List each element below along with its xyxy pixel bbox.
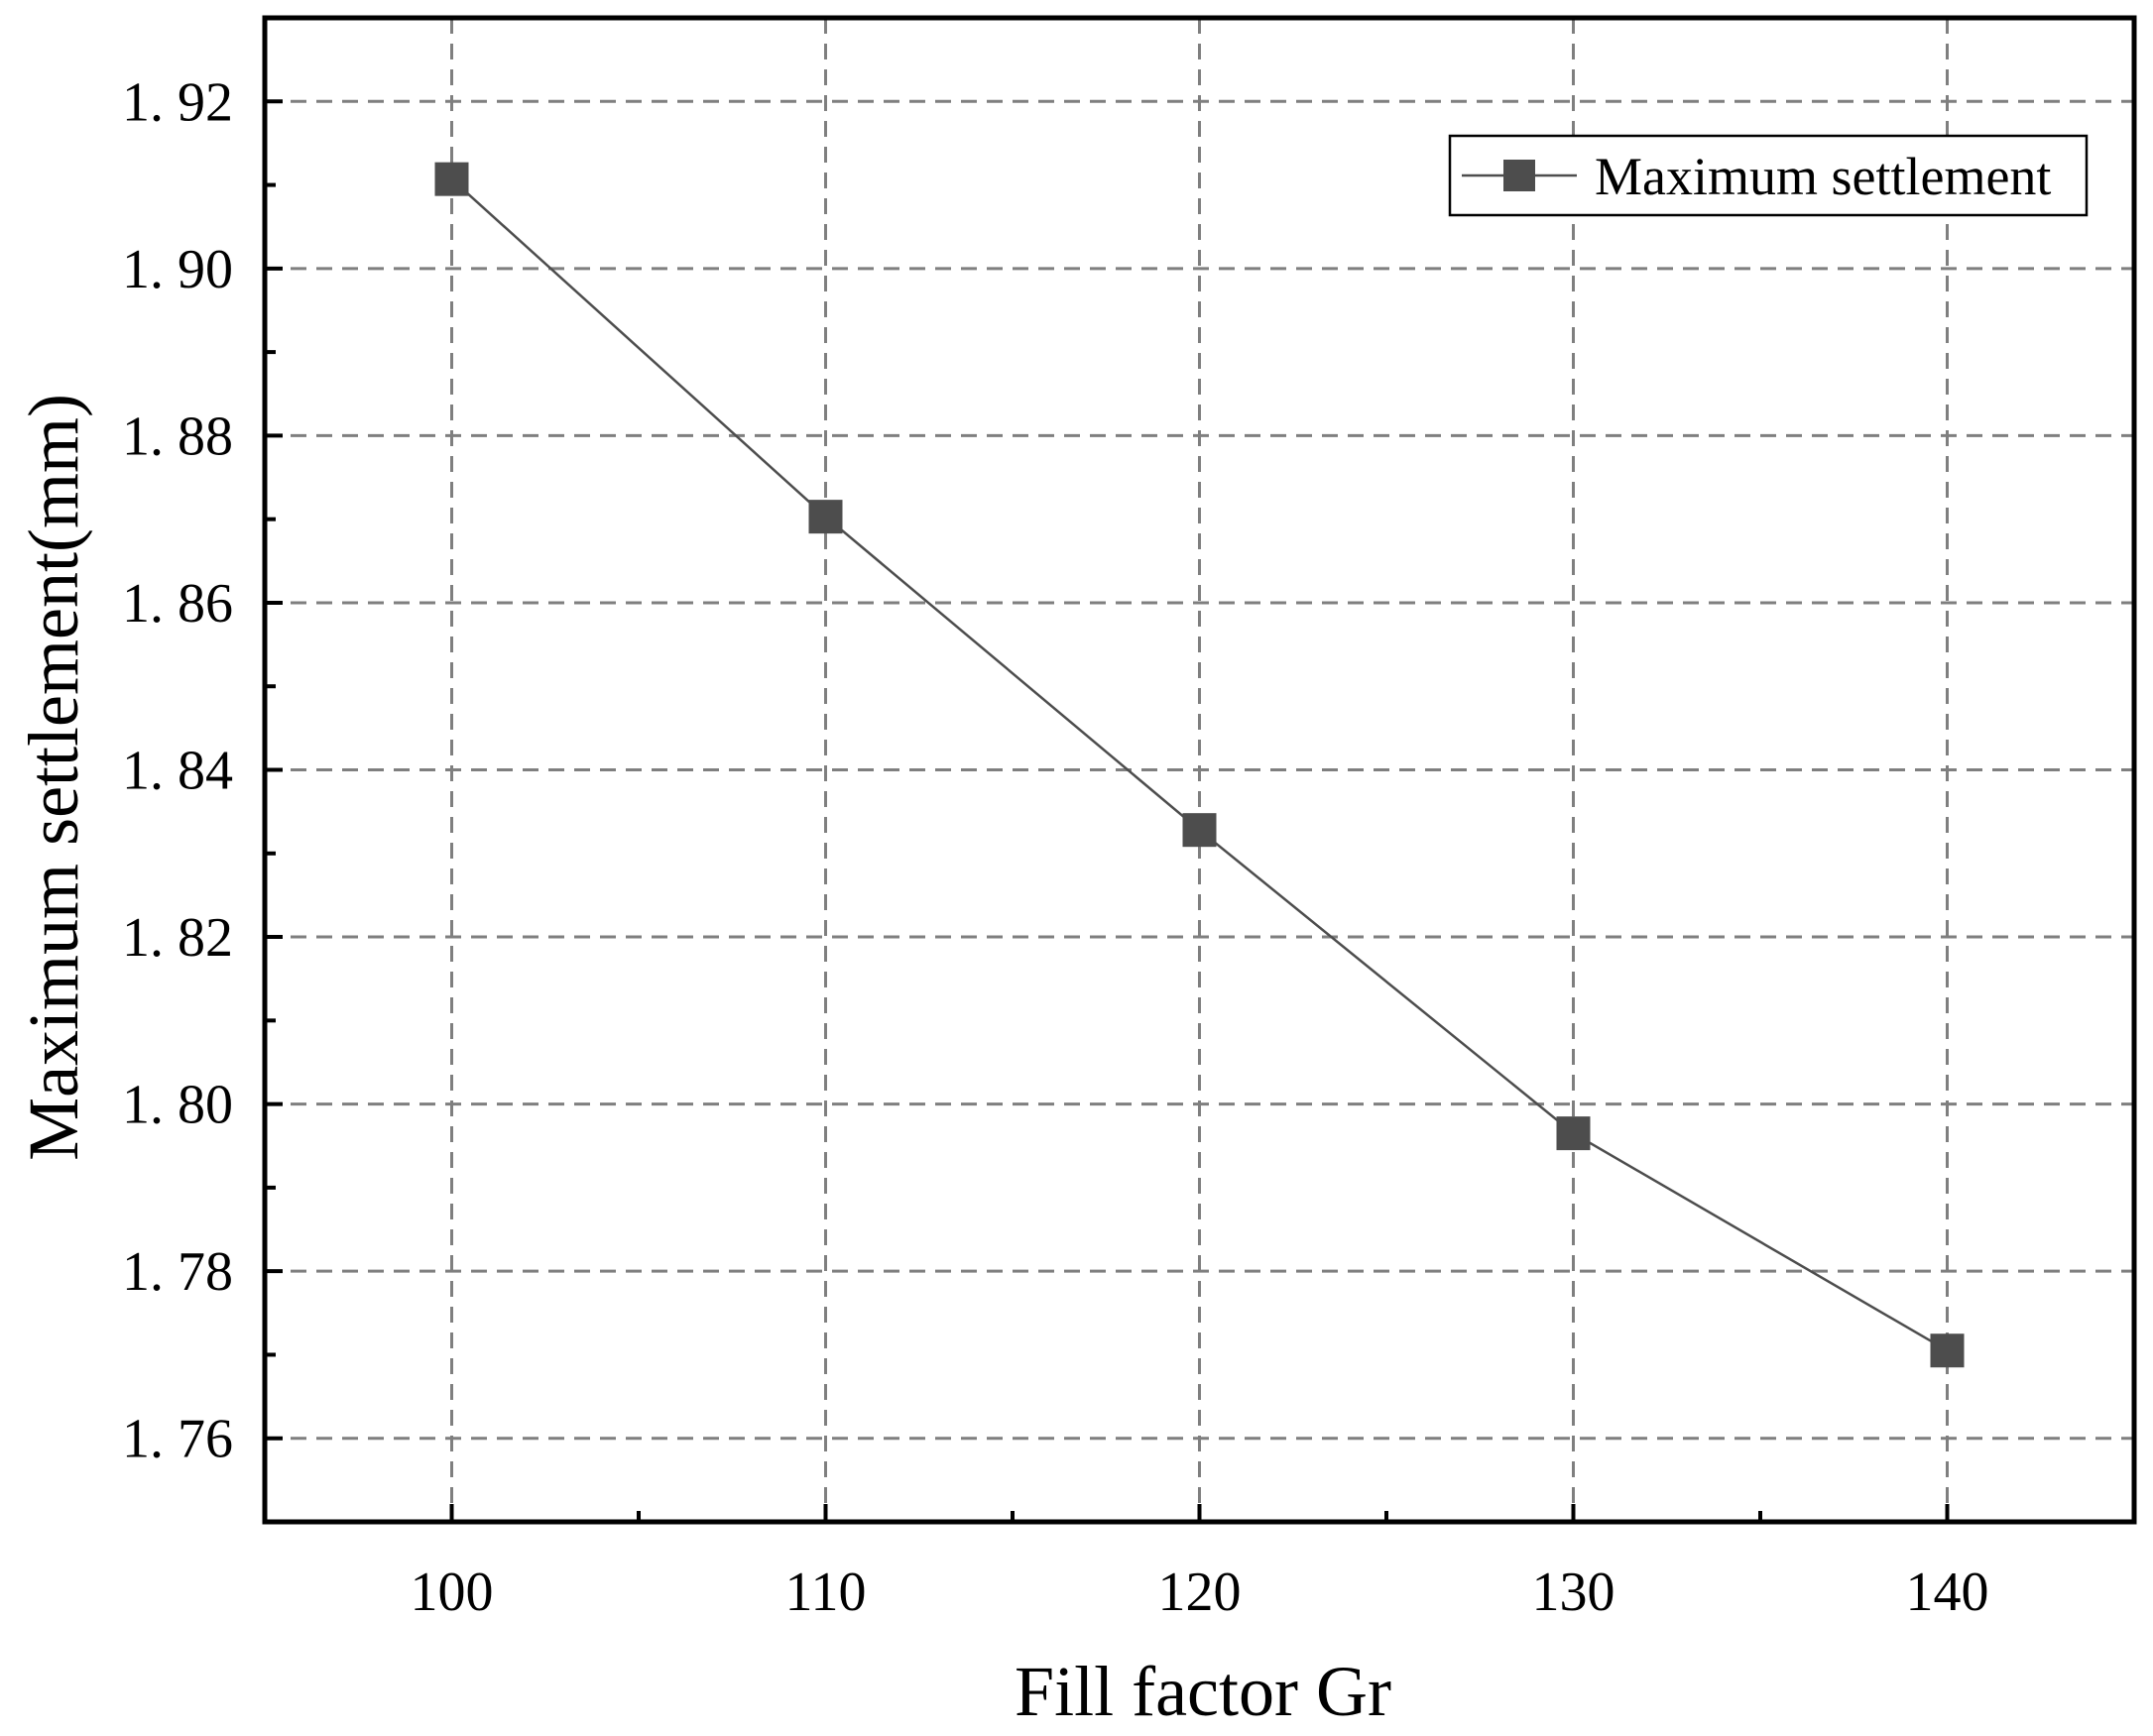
y-tick-label: 1. 82 (122, 907, 233, 969)
x-tick-label: 130 (1532, 1562, 1615, 1623)
data-point-marker (808, 500, 843, 534)
data-point-marker (1556, 1116, 1591, 1151)
y-tick-label: 1. 88 (122, 405, 233, 467)
series (434, 162, 1965, 1368)
y-tick-label: 1. 92 (122, 71, 233, 133)
tick-labels: 100 110 120 130 140 1. 76 1. 78 1. 80 1. 82 1. 84… (122, 71, 1989, 1623)
data-point-marker (1930, 1333, 1965, 1368)
x-tick-label: 120 (1158, 1562, 1242, 1623)
y-axis-title: Maximum settlement(mm) (14, 394, 93, 1161)
axis-ticks (265, 99, 1950, 1522)
y-tick-label: 1. 76 (122, 1409, 233, 1470)
x-axis-title: Fill factor Gr (1015, 1652, 1391, 1731)
y-tick-label: 1. 78 (122, 1241, 233, 1303)
x-tick-label: 110 (785, 1562, 867, 1623)
data-point-marker (1182, 813, 1217, 848)
x-tick-label: 140 (1906, 1562, 1989, 1623)
y-tick-label: 1. 84 (122, 741, 233, 802)
legend: Maximum settlement (1448, 134, 2089, 217)
legend-marker (1503, 160, 1535, 191)
x-tick-label: 100 (411, 1562, 494, 1623)
grid-lines (265, 18, 2134, 1522)
y-tick-label: 1. 80 (122, 1075, 233, 1136)
legend-series-name: Maximum settlement (1595, 147, 2051, 206)
data-point-marker (434, 162, 469, 196)
y-tick-label: 1. 86 (122, 573, 233, 635)
y-tick-label: 1. 90 (122, 239, 233, 300)
